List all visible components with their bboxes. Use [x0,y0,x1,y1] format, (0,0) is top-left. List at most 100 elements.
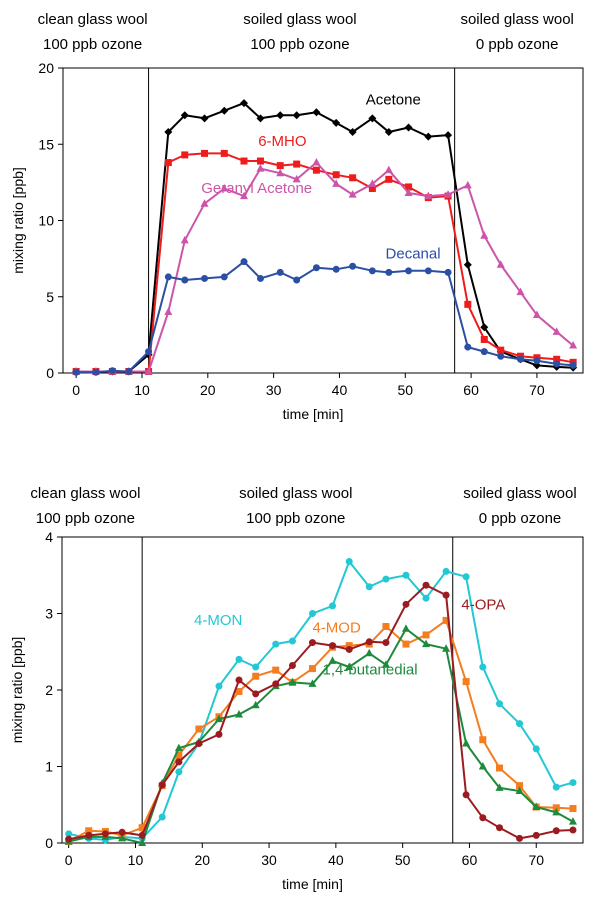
data-point [349,262,357,270]
data-point [462,739,471,747]
data-point [402,640,410,648]
data-point [444,190,453,198]
data-point [220,273,228,281]
series-line [68,560,574,841]
series-4-opa: 4-OPA [65,581,577,843]
data-point [462,791,470,799]
data-point [345,662,354,671]
series-label: Acetone [366,92,421,109]
data-point [276,168,285,177]
data-point [552,807,561,816]
data-point [553,360,561,368]
data-point [516,720,524,728]
data-point [101,830,109,838]
series-label: 1,4-butanedial [323,662,418,679]
data-point [240,157,248,165]
data-point [368,114,377,123]
data-point [382,639,390,647]
y-tick-label: 0 [45,835,53,851]
data-point [385,268,393,276]
series-label: 4-OPA [461,597,505,614]
data-point [164,128,173,137]
data-point [251,700,260,709]
data-point [348,128,357,137]
data-point [384,165,393,174]
data-point [479,736,487,744]
data-point [256,274,264,282]
data-point [252,690,260,698]
data-point [138,824,146,832]
data-point [214,714,223,723]
data-point [422,631,430,639]
x-tick-label: 20 [200,382,216,398]
y-tick-label: 10 [38,213,54,229]
series-line [76,102,574,373]
y-tick-label: 2 [45,682,53,698]
data-point [312,264,320,272]
data-point [401,624,410,632]
data-point [308,639,316,647]
series-label: 4-MOD [312,620,361,637]
data-point [480,335,488,343]
data-point [464,300,472,308]
data-point [405,183,413,191]
data-point [345,642,353,650]
data-point [72,368,80,376]
data-point [252,663,260,671]
data-point [515,786,524,794]
data-point [365,583,373,591]
y-axis-title: mixing ratio [ppb] [9,637,25,744]
data-point [92,368,100,376]
data-point [496,700,504,708]
x-axis-title: time [min] [283,406,344,422]
x-tick-label: 30 [261,852,277,868]
series-label: 6-MHO [258,133,306,150]
data-point [479,814,487,822]
data-point [308,679,317,687]
data-point [288,637,296,645]
phase-header-line1: clean glass wool [38,11,148,28]
data-point [158,781,166,789]
data-point [85,827,93,835]
data-point [138,838,147,846]
chart-panel-1: clean glass wool 100 ppb ozone soiled glas… [10,11,584,422]
data-point [288,677,297,686]
data-point [462,573,470,581]
data-point [348,190,357,198]
data-point [552,827,560,835]
data-point [480,231,489,239]
data-point [382,575,390,583]
data-point [381,660,390,668]
data-point [516,287,525,296]
data-point [201,274,209,282]
series-1-4-butanedial: 1,4-butanedial [64,624,577,846]
y-tick-label: 1 [45,759,53,775]
data-point [252,672,260,680]
data-point [180,235,189,244]
data-point [312,158,321,166]
x-tick-label: 40 [328,852,344,868]
data-point [145,348,153,356]
data-point [272,666,280,674]
data-point [422,594,430,602]
data-point [235,709,244,718]
y-axis-title: mixing ratio [ppb] [10,167,26,274]
data-point [497,352,505,360]
phase-header-line1: soiled glass wool [460,11,573,28]
data-point [220,106,229,115]
data-point [424,132,433,141]
data-point [496,764,504,772]
phase-header-line2: 100 ppb ozone [43,36,142,53]
y-tick-label: 15 [38,136,54,152]
series-acetone: Acetone [72,92,578,376]
data-point [365,638,373,646]
data-point [479,663,487,671]
data-point [368,179,377,187]
data-point [256,157,264,165]
series-decanal: Decanal [72,246,577,376]
data-point [516,834,524,842]
data-point [118,828,126,836]
data-point [195,725,203,733]
data-point [384,128,393,137]
